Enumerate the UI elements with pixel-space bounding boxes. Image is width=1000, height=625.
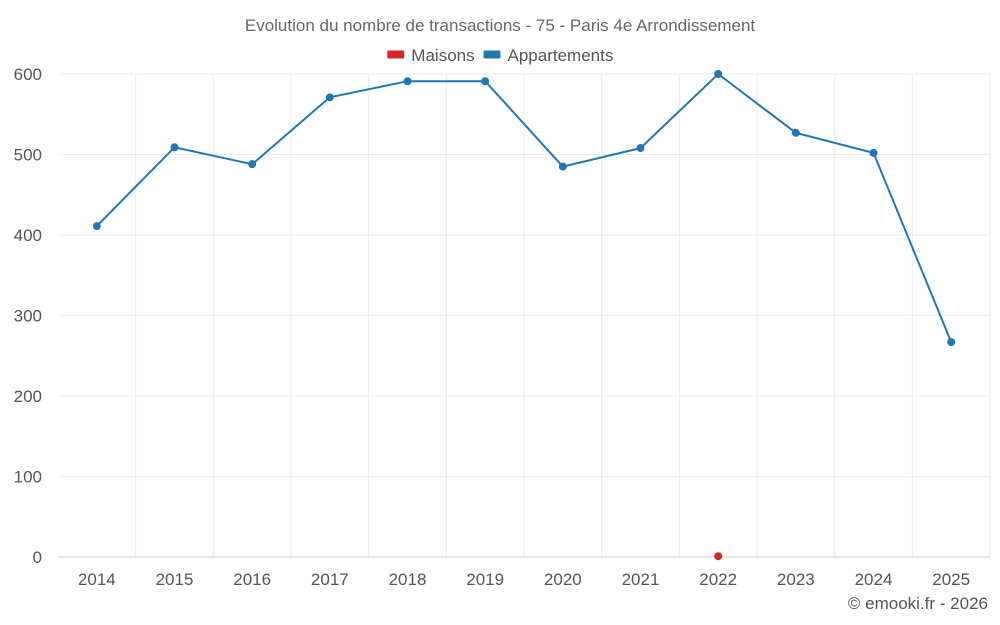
y-axis-ticks: 0 100 200 300 400 500 600 — [14, 65, 42, 567]
legend-label-appartements: Appartements — [508, 46, 614, 65]
data-point-appartements — [481, 77, 490, 86]
x-tick-label: 2016 — [233, 570, 271, 589]
data-point-appartements — [869, 148, 878, 157]
data-point-appartements — [558, 162, 567, 171]
x-tick-label: 2014 — [78, 570, 116, 589]
series-layer — [92, 70, 956, 561]
legend-swatch-appartements — [483, 50, 501, 59]
data-point-appartements — [714, 70, 723, 78]
y-tick-label: 600 — [14, 65, 42, 84]
data-point-appartements — [325, 93, 334, 102]
x-tick-label: 2015 — [156, 570, 194, 589]
y-tick-label: 500 — [14, 146, 42, 165]
chart-title: Evolution du nombre de transactions - 75… — [245, 16, 756, 35]
data-point-appartements — [403, 77, 412, 86]
data-point-appartements — [791, 128, 800, 137]
y-tick-label: 100 — [14, 468, 42, 487]
data-point-appartements — [170, 143, 179, 152]
data-point-appartements — [947, 338, 956, 347]
data-point-appartements — [636, 144, 645, 153]
x-tick-label: 2021 — [622, 570, 660, 589]
x-tick-label: 2019 — [466, 570, 504, 589]
copyright: © emooki.fr - 2026 — [848, 594, 988, 613]
x-tick-label: 2024 — [855, 570, 893, 589]
y-tick-label: 200 — [14, 387, 42, 406]
series-line-appartements — [96, 72, 953, 343]
x-tick-label: 2017 — [311, 570, 349, 589]
data-point-appartements — [248, 160, 257, 169]
x-tick-label: 2025 — [932, 570, 970, 589]
x-axis-ticks: 2014 2015 2016 2017 2018 2019 2020 2021 2022 2023… — [78, 570, 970, 589]
x-tick-label: 2020 — [544, 570, 582, 589]
y-tick-label: 300 — [14, 307, 42, 326]
legend-swatch-maisons — [387, 50, 405, 59]
legend: Maisons Appartements — [387, 46, 613, 65]
x-gridlines — [135, 74, 991, 557]
x-tick-label: 2018 — [389, 570, 427, 589]
x-tick-label: 2023 — [777, 570, 815, 589]
data-point-appartements — [92, 222, 101, 231]
legend-label-maisons: Maisons — [411, 46, 474, 65]
y-tick-label: 400 — [14, 226, 42, 245]
y-tick-label: 0 — [33, 548, 42, 567]
x-tick-label: 2022 — [699, 570, 737, 589]
data-point-maisons — [714, 552, 723, 561]
